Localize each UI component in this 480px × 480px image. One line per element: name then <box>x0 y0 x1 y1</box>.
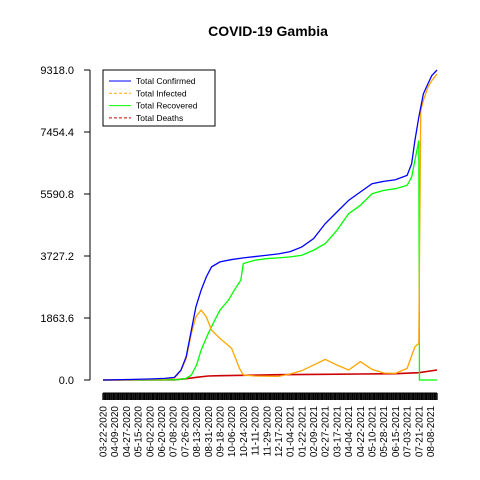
x-tick-label: 06-02-2020 <box>145 406 156 458</box>
x-tick-label: 10-06-2020 <box>227 406 238 458</box>
x-tick-label: 02-27-2021 <box>321 406 332 458</box>
x-tick-label: 03-22-2020 <box>99 406 110 458</box>
series-layer <box>102 69 438 381</box>
legend: Total Confirmed Total Infected Total Recov… <box>102 69 216 127</box>
x-tick-label: 07-08-2020 <box>169 406 180 458</box>
series-line-total-confirmed <box>102 69 438 381</box>
series-line-total-recovered <box>102 140 437 381</box>
x-tick-label: 12-17-2020 <box>274 406 285 458</box>
legend-label: Total Deaths <box>136 113 183 123</box>
y-tick-label: 3727.2 <box>40 251 74 263</box>
legend-label: Total Infected <box>136 88 187 98</box>
legend-label: Total Confirmed <box>136 76 196 86</box>
chart-title: COVID-19 Gambia <box>208 23 328 39</box>
x-axis: 03-22-2020 04-09-2020 04-27-2020 05-15-2020… <box>99 392 438 458</box>
x-tick-label: 04-22-2021 <box>356 406 367 458</box>
legend-label: Total Recovered <box>136 101 198 111</box>
x-tick-label: 06-20-2020 <box>157 406 168 458</box>
x-tick-label: 05-28-2021 <box>379 406 390 458</box>
y-tick-label: 7454.4 <box>40 127 74 139</box>
x-tick-label: 06-15-2021 <box>391 406 402 458</box>
x-tick-label: 01-22-2021 <box>297 406 308 458</box>
y-axis: 0.0 1863.6 3727.2 5590.8 7454.4 9318.0 <box>40 65 91 387</box>
y-tick-label: 9318.0 <box>40 65 74 77</box>
series-line-total-infected <box>102 73 438 381</box>
x-tick-label: 04-27-2020 <box>122 406 133 458</box>
x-tick-label: 09-18-2020 <box>215 406 226 458</box>
y-tick-label: 1863.6 <box>40 313 74 325</box>
x-tick-label: 05-15-2020 <box>134 406 145 458</box>
x-tick-label: 08-13-2020 <box>192 406 203 458</box>
x-tick-label: 08-08-2021 <box>426 406 437 458</box>
x-tick-label: 05-10-2021 <box>368 406 379 458</box>
x-tick-label: 01-04-2021 <box>286 406 297 458</box>
y-tick-label: 5590.8 <box>40 189 74 201</box>
x-tick-label: 11-11-2020 <box>251 406 262 456</box>
x-tick-label: 10-24-2020 <box>239 406 250 458</box>
y-tick-label: 0.0 <box>59 375 74 387</box>
x-tick-label: 03-17-2021 <box>332 406 343 458</box>
x-tick-label: 04-04-2021 <box>344 406 355 458</box>
x-tick-label: 07-26-2020 <box>180 406 191 458</box>
x-tick-label: 02-09-2021 <box>309 406 320 458</box>
legend-box <box>102 69 216 127</box>
x-tick-label: 08-31-2020 <box>204 406 215 458</box>
x-tick-label: 11-29-2020 <box>262 406 273 457</box>
x-tick-label: 07-21-2021 <box>414 406 425 458</box>
x-tick-label: 07-03-2021 <box>403 406 414 458</box>
x-tick-label: 04-09-2020 <box>110 406 121 458</box>
